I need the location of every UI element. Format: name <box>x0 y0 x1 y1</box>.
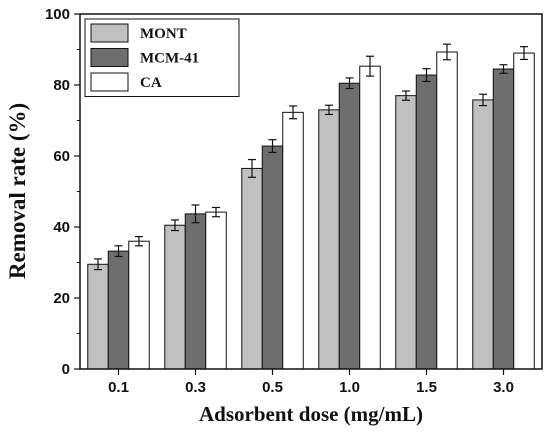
bar-mont-1_5 <box>395 95 417 370</box>
error-bar-ca-0_5 <box>289 105 297 120</box>
bar-ca-1_5 <box>436 51 458 370</box>
bar-mont-1_0 <box>318 109 340 370</box>
error-bar-mont-0_1 <box>94 258 102 271</box>
legend-label-ca: CA <box>140 75 162 91</box>
bar-mont-0_1 <box>87 263 109 370</box>
y-tick-label: 0 <box>62 361 70 378</box>
ticks-layer: 0.1 0.3 0.5 1.0 1.5 3.0 0 20 40 60 80 100 <box>45 6 514 396</box>
legend-swatch-mcm-41 <box>90 48 129 67</box>
bar-mcm-41-0_1 <box>107 250 130 370</box>
bar-mont-0_3 <box>164 224 186 370</box>
bar-mcm-41-1_0 <box>338 82 361 370</box>
bar-mcm-41-0_3 <box>184 213 207 370</box>
legend-label-mont: MONT <box>140 26 187 42</box>
error-bar-mcm-41-1_5 <box>422 68 431 83</box>
bar-mcm-41-0_5 <box>261 145 284 370</box>
x-axis-title: Adsorbent dose (mg/mL) <box>199 402 423 426</box>
bar-mcm-41-3_0 <box>492 68 515 370</box>
x-tick-label: 0.3 <box>185 379 206 396</box>
error-bar-mont-0_5 <box>248 158 256 178</box>
legend-label-mcm-41: MCM-41 <box>140 51 199 67</box>
x-tick-label: 3.0 <box>493 379 514 396</box>
error-bar-ca-1_5 <box>443 43 451 61</box>
bar-ca-0_1 <box>128 240 150 370</box>
error-bar-mcm-41-0_3 <box>191 204 200 224</box>
bar-mont-0_5 <box>241 167 263 370</box>
error-bar-ca-0_3 <box>212 206 220 218</box>
bars-layer <box>87 43 535 370</box>
bar-ca-1_0 <box>359 65 381 370</box>
error-bar-ca-3_0 <box>520 46 528 61</box>
error-bar-ca-1_0 <box>366 55 374 77</box>
x-tick-label: 1.5 <box>416 379 437 396</box>
y-axis-title: Removal rate (%) <box>5 103 30 279</box>
bar-ca-0_3 <box>205 211 227 370</box>
error-bar-mont-1_5 <box>402 90 410 101</box>
legend-swatch-mont <box>90 23 129 43</box>
y-tick-label: 80 <box>53 77 70 94</box>
y-tick-label: 40 <box>53 219 70 236</box>
error-bar-ca-0_1 <box>135 235 143 247</box>
plot-frame <box>79 13 543 370</box>
x-tick-label: 0.1 <box>108 379 129 396</box>
error-bar-mcm-41-3_0 <box>499 64 508 74</box>
legend: MONT MCM-41 CA <box>84 18 240 97</box>
error-bar-mont-1_0 <box>325 104 333 116</box>
error-bar-mont-3_0 <box>479 93 487 107</box>
bar-mcm-41-1_5 <box>415 74 438 370</box>
legend-swatch-ca <box>90 72 129 92</box>
error-bar-mcm-41-0_5 <box>268 139 277 154</box>
y-tick-label: 60 <box>53 148 70 165</box>
y-tick-label: 20 <box>53 290 70 307</box>
bar-ca-0_5 <box>282 111 304 370</box>
error-bar-mcm-41-1_0 <box>345 77 354 90</box>
x-tick-label: 0.5 <box>262 379 283 396</box>
y-tick-label: 100 <box>45 6 70 23</box>
error-bar-mont-0_3 <box>171 219 179 232</box>
error-bar-mcm-41-0_1 <box>114 245 123 258</box>
bar-mont-3_0 <box>472 99 494 370</box>
x-tick-label: 1.0 <box>339 379 360 396</box>
bar-ca-3_0 <box>513 52 535 370</box>
